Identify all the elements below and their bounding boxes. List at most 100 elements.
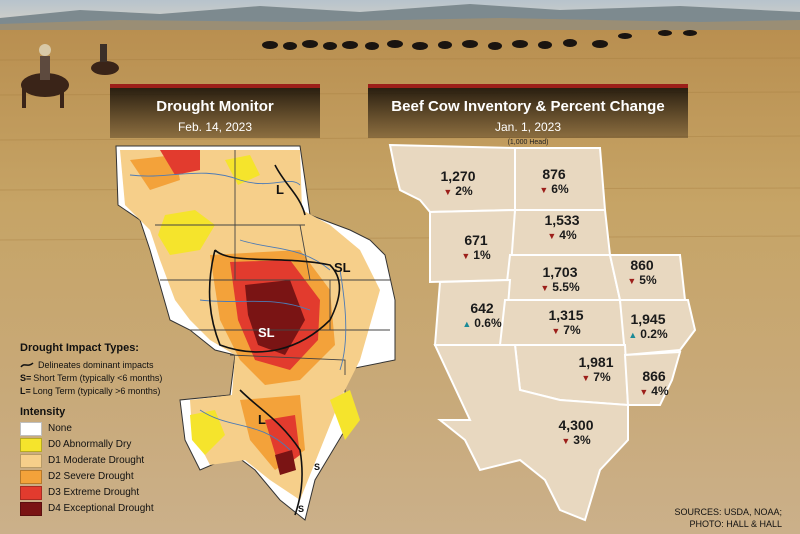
decrease-arrow-icon: ▼ [639, 387, 649, 397]
percent-change-value: 7% [563, 323, 581, 337]
increase-arrow-icon: ▲ [628, 330, 638, 340]
intensity-item: None [20, 421, 225, 436]
percent-change: ▲ 0.2% [618, 327, 678, 343]
inventory-panel-title: Beef Cow Inventory & Percent Change [391, 98, 665, 115]
percent-change-value: 0.2% [640, 327, 668, 341]
inventory-panel-unit: (1,000 Head) [507, 139, 549, 146]
percent-change-value: 7% [593, 370, 611, 384]
increase-arrow-icon: ▲ [462, 319, 472, 329]
decrease-arrow-icon: ▼ [540, 283, 550, 293]
state-value-label: 1,533 ▼ 4% [532, 212, 592, 244]
inventory-value: 860 [630, 257, 654, 273]
impact-line-key: Delineates dominant impacts [20, 360, 225, 370]
long-term-text: Long Term (typically >6 months) [32, 386, 161, 396]
intensity-item: D0 Abnormally Dry [20, 437, 225, 452]
percent-change: ▼ 5.5% [530, 280, 590, 296]
percent-change: ▲ 0.6% [452, 316, 512, 332]
intensity-item: D4 Exceptional Drought [20, 501, 225, 516]
percent-change-value: 0.6% [474, 316, 502, 330]
decrease-arrow-icon: ▼ [461, 251, 471, 261]
inventory-value: 1,315 [548, 307, 584, 323]
inventory-value: 1,270 [440, 168, 476, 184]
percent-change: ▼ 5% [612, 273, 672, 289]
decrease-arrow-icon: ▼ [627, 276, 637, 286]
percent-change-value: 1% [473, 248, 491, 262]
intensity-label: D0 Abnormally Dry [48, 439, 132, 450]
state-value-label: 1,945 ▲ 0.2% [618, 311, 678, 343]
state-value-label: 671 ▼ 1% [446, 232, 506, 264]
inventory-value: 1,533 [544, 212, 580, 228]
percent-change-value: 5.5% [552, 280, 580, 294]
map-label-l: L [276, 182, 284, 197]
inventory-value: 876 [542, 166, 566, 182]
long-term-code: L= [20, 386, 31, 396]
state-value-label: 1,315 ▼ 7% [536, 307, 596, 339]
percent-change: ▼ 6% [524, 182, 584, 198]
drought-panel-date: Feb. 14, 2023 [177, 120, 253, 134]
drought-map [115, 145, 396, 521]
inventory-value: 1,945 [630, 311, 666, 327]
sources-line: SOURCES: USDA, NOAA; [674, 507, 782, 517]
percent-change: ▼ 7% [536, 323, 596, 339]
inventory-value: 1,981 [578, 354, 614, 370]
map-label-s: S [298, 504, 304, 514]
percent-change: ▼ 4% [532, 228, 592, 244]
decrease-arrow-icon: ▼ [581, 373, 591, 383]
state-value-label: 4,300 ▼ 3% [546, 417, 606, 449]
intensity-label: None [48, 423, 72, 434]
decrease-arrow-icon: ▼ [539, 185, 549, 195]
drought-legend: Drought Impact Types: Delineates dominan… [20, 342, 225, 518]
intensity-swatch [20, 421, 42, 436]
drought-map-labels: L SL SL L S S [258, 182, 351, 514]
inventory-value: 671 [464, 232, 488, 248]
map-label-sl: SL [334, 260, 351, 275]
percent-change-value: 4% [559, 228, 577, 242]
state-value-label: 1,703 ▼ 5.5% [530, 264, 590, 296]
intensity-title: Intensity [20, 406, 66, 418]
state-value-label: 642 ▲ 0.6% [452, 300, 512, 332]
intensity-label: D2 Severe Drought [48, 471, 134, 482]
intensity-swatch [20, 453, 42, 468]
short-term-key: S= Short Term (typically <6 months) [20, 373, 225, 383]
percent-change-value: 2% [455, 184, 473, 198]
percent-change: ▼ 3% [546, 433, 606, 449]
decrease-arrow-icon: ▼ [551, 326, 561, 336]
inventory-value: 4,300 [558, 417, 594, 433]
intensity-item: D3 Extreme Drought [20, 485, 225, 500]
state-value-label: 1,270 ▼ 2% [428, 168, 488, 200]
decrease-arrow-icon: ▼ [547, 231, 557, 241]
intensity-label: D3 Extreme Drought [48, 487, 140, 498]
photo-credit-line: PHOTO: HALL & HALL [689, 519, 782, 529]
inventory-value: 866 [642, 368, 666, 384]
decrease-arrow-icon: ▼ [443, 187, 453, 197]
intensity-list: None D0 Abnormally Dry D1 Moderate Drought… [20, 421, 225, 516]
map-label-sl: SL [258, 325, 275, 340]
sources-credit: SOURCES: USDA, NOAA; PHOTO: HALL & HALL [674, 506, 782, 530]
state-value-label: 876 ▼ 6% [524, 166, 584, 198]
decrease-arrow-icon: ▼ [561, 436, 571, 446]
state-value-label: 860 ▼ 5% [612, 257, 672, 289]
map-label-l: L [258, 412, 266, 427]
inventory-panel-date: Jan. 1, 2023 [494, 120, 562, 134]
percent-change-value: 5% [639, 273, 657, 287]
intensity-swatch [20, 485, 42, 500]
impact-line-text: Delineates dominant impacts [38, 360, 154, 370]
short-term-code: S= [20, 373, 32, 383]
state-value-label: 1,981 ▼ 7% [566, 354, 626, 386]
intensity-swatch [20, 437, 42, 452]
impact-line-icon [20, 362, 34, 368]
percent-change: ▼ 1% [446, 248, 506, 264]
short-term-text: Short Term (typically <6 months) [33, 373, 163, 383]
intensity-label: D1 Moderate Drought [48, 455, 145, 466]
inventory-value: 1,703 [542, 264, 578, 280]
intensity-label: D4 Exceptional Drought [48, 503, 154, 514]
beef-inventory-map [388, 143, 697, 522]
percent-change: ▼ 2% [428, 184, 488, 200]
intensity-swatch [20, 469, 42, 484]
drought-panel-title: Drought Monitor [156, 98, 274, 115]
intensity-item: D1 Moderate Drought [20, 453, 225, 468]
state-value-label: 866 ▼ 4% [624, 368, 684, 400]
intensity-swatch [20, 501, 42, 516]
intensity-item: D2 Severe Drought [20, 469, 225, 484]
